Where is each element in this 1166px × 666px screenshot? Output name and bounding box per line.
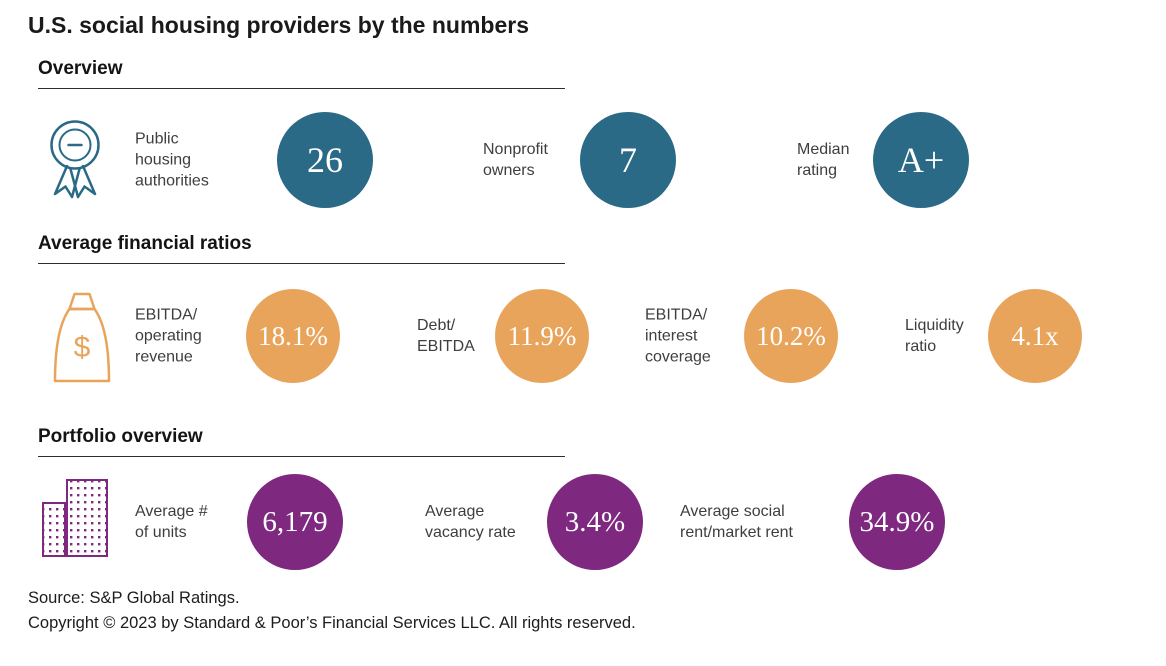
stat-label: Median rating bbox=[797, 140, 850, 179]
stat-label: Average vacancy rate bbox=[425, 502, 516, 541]
stat-circle: 18.1% bbox=[246, 289, 340, 383]
svg-text:$: $ bbox=[74, 331, 91, 364]
stat-value: 26 bbox=[307, 140, 343, 180]
stat-label: EBITDA/ operating revenue bbox=[135, 306, 202, 366]
stat-value: 10.2% bbox=[756, 320, 826, 351]
stat-value: A+ bbox=[897, 140, 945, 180]
award-rosette-icon bbox=[42, 114, 108, 200]
stat-circle: 3.4% bbox=[547, 474, 643, 570]
stat-circle: 34.9% bbox=[849, 474, 945, 570]
stat-value: 18.1% bbox=[258, 320, 328, 351]
stat-label: Average social rent/market rent bbox=[680, 502, 793, 541]
stat-value: 4.1x bbox=[1011, 320, 1059, 351]
stat-value: 34.9% bbox=[859, 505, 935, 538]
stat-circle: 10.2% bbox=[744, 289, 838, 383]
buildings-icon bbox=[40, 478, 118, 558]
section-heading-portfolio: Portfolio overview bbox=[38, 426, 565, 457]
stat-value: 6,179 bbox=[262, 505, 328, 538]
stat-value: 11.9% bbox=[507, 320, 577, 351]
stat-circle: A+ bbox=[873, 112, 969, 208]
stat-label: Nonprofit owners bbox=[483, 140, 548, 179]
copyright-text: Copyright © 2023 by Standard & Poor’s Fi… bbox=[28, 614, 636, 632]
stat-label: Liquidity ratio bbox=[905, 316, 964, 355]
source-text: Source: S&P Global Ratings. bbox=[28, 589, 240, 607]
stat-value: 3.4% bbox=[564, 505, 626, 538]
stat-label: Average # of units bbox=[135, 502, 208, 541]
stat-circle: 7 bbox=[580, 112, 676, 208]
stat-label: EBITDA/ interest coverage bbox=[645, 306, 711, 366]
stat-circle: 26 bbox=[277, 112, 373, 208]
stat-circle: 11.9% bbox=[495, 289, 589, 383]
stat-value: 7 bbox=[619, 140, 637, 180]
stat-label: Debt/ EBITDA bbox=[417, 316, 475, 355]
stat-circle: 4.1x bbox=[988, 289, 1082, 383]
weight-dollar-icon: $ bbox=[46, 290, 118, 386]
page-title: U.S. social housing providers by the num… bbox=[28, 12, 529, 38]
section-heading-financial-ratios: Average financial ratios bbox=[38, 233, 565, 264]
stat-label: Public housing authorities bbox=[135, 130, 209, 190]
stat-circle: 6,179 bbox=[247, 474, 343, 570]
section-heading-overview: Overview bbox=[38, 58, 565, 89]
